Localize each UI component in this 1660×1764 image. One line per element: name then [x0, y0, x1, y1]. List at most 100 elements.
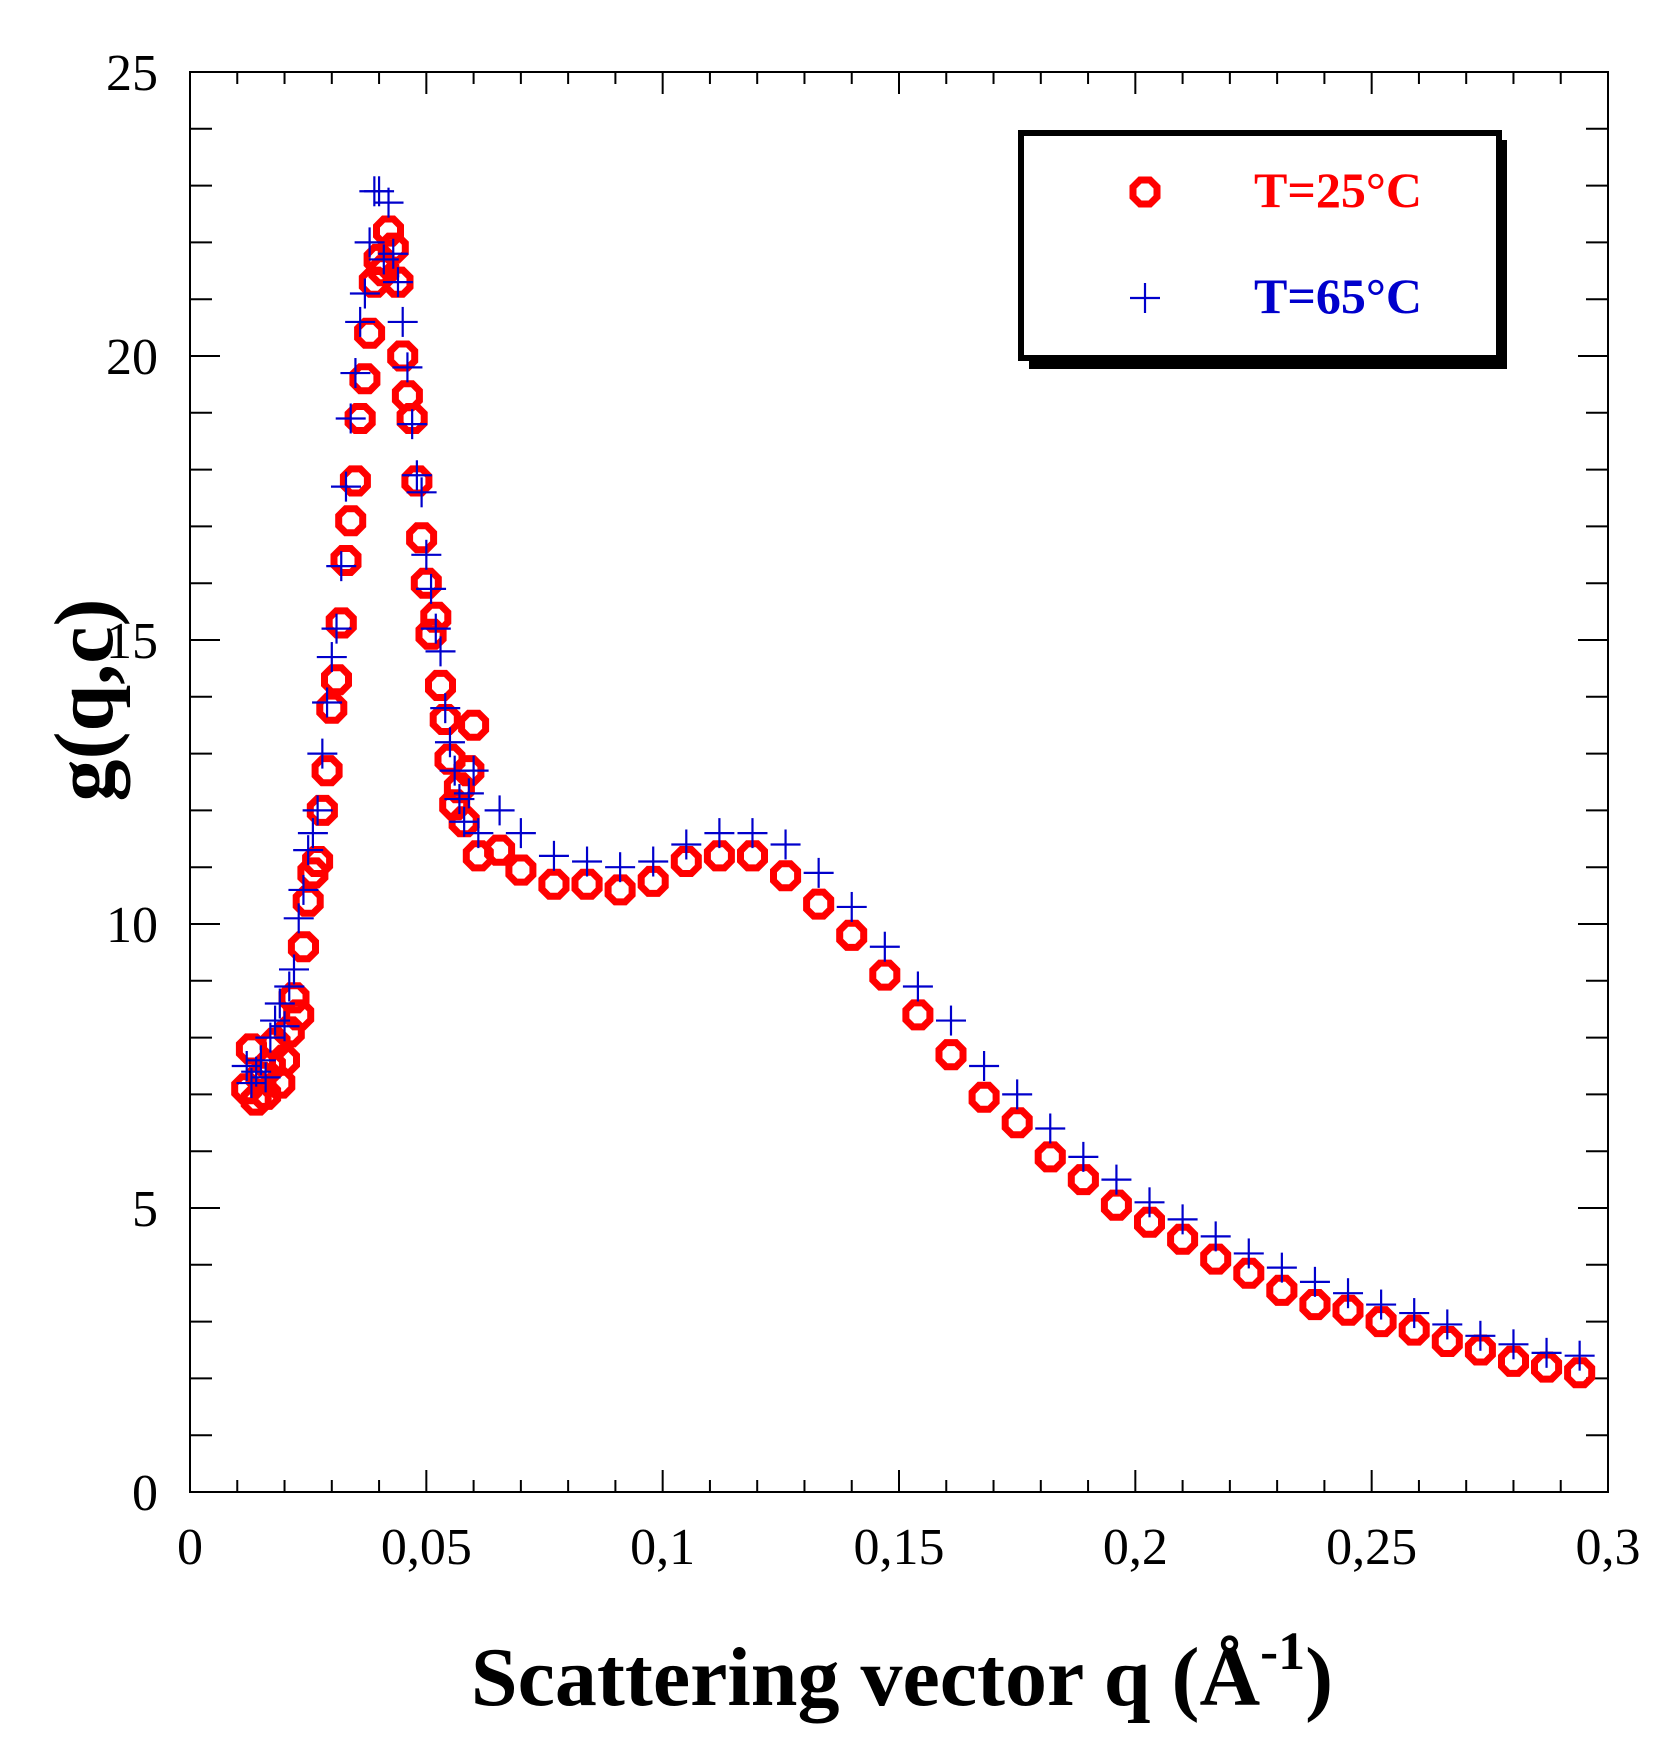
- data-point-65c: [416, 573, 447, 604]
- data-point-25c: [1299, 1289, 1331, 1321]
- data-point-65c: [420, 613, 451, 644]
- data-point-65c: [1531, 1337, 1562, 1368]
- data-point-65c: [335, 403, 366, 434]
- data-point-25c: [306, 794, 338, 826]
- y-tick-label: 5: [132, 1181, 158, 1238]
- data-point-65c: [330, 471, 361, 502]
- x-axis-title-exponent: -1: [1260, 1621, 1305, 1681]
- data-point-25c: [335, 505, 367, 537]
- data-point-25c: [1067, 1164, 1099, 1196]
- data-point-25c: [1200, 1243, 1232, 1275]
- x-tick-label: 0,3: [1576, 1519, 1641, 1576]
- data-point-65c: [411, 539, 442, 570]
- data-point-65c: [463, 818, 494, 849]
- x-axis-title: Scattering vector q (Å-1): [471, 1621, 1333, 1724]
- data-point-25c: [325, 607, 357, 639]
- data-point-25c: [330, 545, 362, 576]
- data-point-65c: [1101, 1164, 1132, 1195]
- data-point-25c: [737, 840, 768, 872]
- data-points: [231, 176, 1596, 1389]
- data-point-25c: [453, 755, 485, 787]
- data-point-65c: [1564, 1340, 1595, 1371]
- tick-labels: 0 0,05 0,1 0,15 0,2 0,25 0,3 0 5 10 15 20 25: [106, 45, 1641, 1576]
- y-tick-label: 15: [106, 613, 158, 670]
- data-point-65c: [1200, 1221, 1231, 1252]
- data-point-65c: [935, 1005, 966, 1036]
- data-point-65c: [283, 903, 314, 934]
- legend-marker-65c: [1130, 283, 1160, 313]
- data-point-25c: [1431, 1326, 1463, 1357]
- data-point-65c: [1068, 1141, 1099, 1172]
- data-point-65c: [236, 1068, 267, 1099]
- data-point-65c: [373, 187, 404, 218]
- data-point-65c: [255, 1022, 286, 1053]
- data-point-25c: [902, 999, 934, 1031]
- data-point-25c: [396, 403, 428, 434]
- x-tick-label: 0,1: [630, 1519, 695, 1576]
- data-point-65c: [293, 835, 324, 866]
- data-point-65c: [425, 636, 456, 667]
- data-point-65c: [274, 971, 305, 1002]
- data-point-25c: [484, 834, 516, 866]
- y-tick-label: 0: [132, 1465, 158, 1522]
- legend-box: [1018, 130, 1502, 361]
- data-point-25c: [339, 465, 371, 497]
- data-point-65c: [737, 818, 768, 849]
- data-point-25c: [406, 522, 438, 554]
- data-point-65c: [638, 846, 669, 877]
- data-point-25c: [250, 1078, 282, 1110]
- x-tick-label: 0,15: [854, 1519, 945, 1576]
- data-point-65c: [278, 954, 309, 985]
- data-point-65c: [340, 358, 371, 389]
- y-tick-label: 25: [106, 45, 158, 102]
- data-point-25c: [770, 860, 802, 892]
- data-point-25c: [458, 709, 490, 741]
- data-point-65c: [349, 278, 380, 309]
- data-point-65c: [1266, 1252, 1297, 1283]
- data-point-25c: [836, 919, 868, 951]
- data-point-25c: [311, 755, 343, 787]
- data-point-65c: [449, 806, 480, 837]
- data-point-65c: [770, 829, 801, 860]
- data-point-65c: [245, 1045, 276, 1076]
- data-point-65c: [1465, 1320, 1496, 1351]
- data-point-65c: [401, 460, 432, 491]
- data-point-65c: [387, 306, 418, 337]
- data-point-65c: [1134, 1187, 1165, 1218]
- data-point-65c: [1366, 1289, 1397, 1320]
- data-point-65c: [264, 988, 295, 1019]
- data-point-65c: [1333, 1278, 1364, 1309]
- tick-marks: [189, 71, 1609, 1493]
- data-point-65c: [1299, 1266, 1330, 1297]
- data-point-25c: [604, 874, 636, 906]
- data-point-25c: [429, 704, 461, 735]
- data-point-25c: [287, 931, 319, 963]
- data-point-25c: [292, 885, 324, 917]
- data-point-65c: [572, 846, 603, 877]
- data-point-65c: [671, 829, 702, 860]
- data-point-25c: [1464, 1334, 1496, 1366]
- data-point-25c: [1266, 1274, 1298, 1306]
- data-point-65c: [1167, 1204, 1198, 1235]
- data-point-65c: [458, 755, 489, 786]
- data-point-65c: [316, 642, 347, 673]
- data-point-25c: [670, 846, 702, 877]
- data-point-65c: [354, 227, 385, 258]
- data-point-65c: [250, 1062, 281, 1093]
- data-point-25c: [373, 215, 404, 247]
- data-point-25c: [1233, 1257, 1265, 1289]
- data-point-65c: [1002, 1079, 1033, 1110]
- data-point-65c: [321, 613, 352, 644]
- data-point-25c: [935, 1039, 967, 1071]
- data-point-65c: [307, 738, 338, 769]
- data-point-25c: [344, 403, 376, 434]
- plot-frame: [189, 71, 1609, 1493]
- x-tick-label: 0,25: [1326, 1519, 1417, 1576]
- data-point-65c: [345, 306, 376, 337]
- data-point-65c: [288, 874, 319, 905]
- data-point-65c: [869, 931, 900, 962]
- data-point-65c: [312, 687, 343, 718]
- data-point-65c: [406, 477, 437, 508]
- data-point-65c: [969, 1051, 1000, 1081]
